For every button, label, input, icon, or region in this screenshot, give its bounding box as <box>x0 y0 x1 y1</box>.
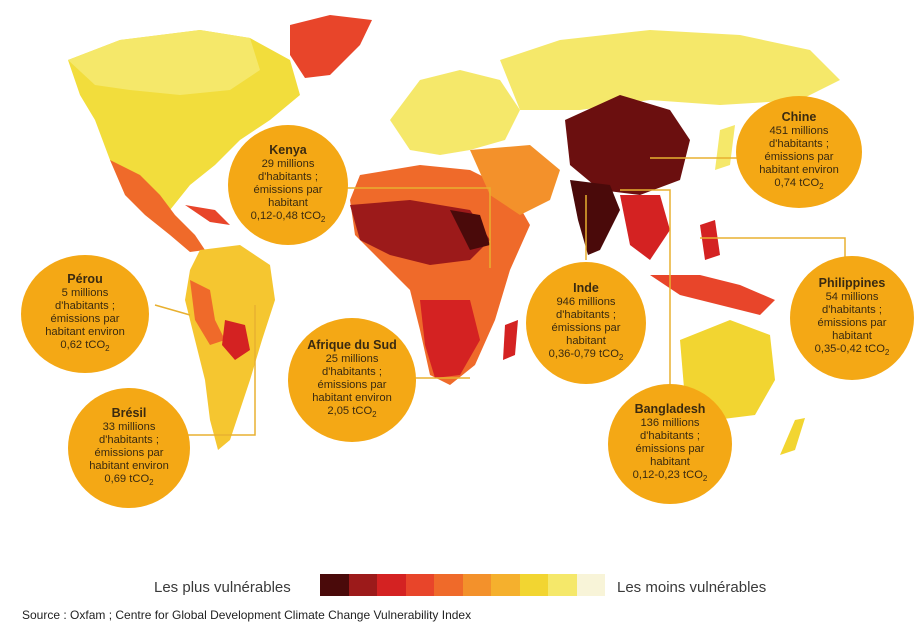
mexico-central-america <box>110 160 205 252</box>
philippines-islands <box>700 220 720 260</box>
callout-inde-line-2: d'habitants ; <box>556 309 616 322</box>
callout-afrique-du-sud-line-1: 25 millions <box>325 353 379 366</box>
callout-chine-line-4: habitant environ <box>759 164 839 177</box>
callout-inde-name: Inde <box>573 281 599 296</box>
russia <box>500 30 840 110</box>
legend-swatch-3 <box>377 574 406 596</box>
callout-philippines: Philippines 54 millions d'habitants ; ém… <box>790 256 914 380</box>
callout-bresil-line-1: 33 millions <box>102 421 156 434</box>
callout-bresil-name: Brésil <box>111 406 147 421</box>
legend-swatch-6 <box>462 574 491 596</box>
callout-kenya-line-3: émissions par <box>253 184 323 197</box>
callout-bresil-line-2: d'habitants ; <box>99 434 159 447</box>
southeast-asia <box>620 195 670 260</box>
callout-afrique-du-sud-co2: 2,05 tCO2 <box>327 405 377 420</box>
callout-philippines-name: Philippines <box>818 276 886 291</box>
callout-bangladesh-name: Bangladesh <box>634 402 706 417</box>
callout-afrique-du-sud-line-3: émissions par <box>317 379 387 392</box>
callout-perou-line-3: émissions par <box>50 313 120 326</box>
callout-bresil: Brésil 33 millions d'habitants ; émissio… <box>68 388 190 508</box>
legend-swatch-1 <box>320 574 349 596</box>
callout-afrique-du-sud-name: Afrique du Sud <box>307 338 397 353</box>
callout-philippines-line-4: habitant <box>832 330 872 343</box>
callout-inde: Inde 946 millions d'habitants ; émission… <box>526 262 646 384</box>
japan <box>715 125 735 170</box>
callout-inde-line-4: habitant <box>566 335 606 348</box>
callout-bangladesh: Bangladesh 136 millions d'habitants ; ém… <box>608 384 732 504</box>
callout-perou-co2: 0,62 tCO2 <box>60 339 110 354</box>
legend-color-scale <box>320 574 605 596</box>
callout-afrique-du-sud-line-4: habitant environ <box>312 392 392 405</box>
callout-kenya-line-2: d'habitants ; <box>258 171 318 184</box>
new-zealand <box>780 418 805 455</box>
legend-least-vulnerable-label: Les moins vulnérables <box>617 579 767 596</box>
callout-bresil-line-4: habitant environ <box>89 460 169 473</box>
legend-swatch-8 <box>519 574 548 596</box>
callout-bangladesh-line-3: émissions par <box>635 443 705 456</box>
callout-inde-line-3: émissions par <box>551 322 621 335</box>
legend-swatch-10 <box>576 574 605 596</box>
callout-chine-line-2: d'habitants ; <box>769 138 829 151</box>
greenland <box>290 15 372 78</box>
callout-inde-line-1: 946 millions <box>556 296 616 309</box>
callout-perou-line-1: 5 millions <box>61 287 109 300</box>
callout-chine: Chine 451 millions d'habitants ; émissio… <box>736 96 862 208</box>
callout-kenya-co2: 0,12-0,48 tCO2 <box>250 210 326 225</box>
legend-swatch-9 <box>548 574 577 596</box>
legend-swatch-7 <box>491 574 520 596</box>
callout-bangladesh-line-1: 136 millions <box>640 417 700 430</box>
callout-inde-co2: 0,36-0,79 tCO2 <box>548 348 624 363</box>
china <box>565 95 690 195</box>
callout-perou-line-2: d'habitants ; <box>55 300 115 313</box>
indonesia <box>650 275 775 315</box>
callout-chine-line-3: émissions par <box>764 151 834 164</box>
callout-chine-line-1: 451 millions <box>769 125 829 138</box>
southern-africa <box>420 300 480 378</box>
legend-swatch-4 <box>405 574 434 596</box>
callout-bresil-co2: 0,69 tCO2 <box>104 473 154 488</box>
callout-bangladesh-line-2: d'habitants ; <box>640 430 700 443</box>
callout-kenya-line-1: 29 millions <box>261 158 315 171</box>
callout-chine-name: Chine <box>781 110 817 125</box>
madagascar <box>503 320 518 360</box>
callout-bresil-line-3: émissions par <box>94 447 164 460</box>
europe <box>390 70 520 155</box>
callout-philippines-line-3: émissions par <box>817 317 887 330</box>
legend-swatch-2 <box>348 574 377 596</box>
callout-bangladesh-line-4: habitant <box>650 456 690 469</box>
legend-swatch-5 <box>434 574 463 596</box>
legend-most-vulnerable-label: Les plus vulnérables <box>154 579 291 596</box>
caribbean <box>185 205 230 225</box>
callout-philippines-line-2: d'habitants ; <box>822 304 882 317</box>
middle-east <box>470 145 560 215</box>
callout-perou-name: Pérou <box>67 272 103 287</box>
callout-kenya: Kenya 29 millions d'habitants ; émission… <box>228 125 348 245</box>
alaska-canada <box>68 30 260 95</box>
callout-philippines-line-1: 54 millions <box>825 291 879 304</box>
callout-kenya-line-4: habitant <box>268 197 308 210</box>
india <box>570 180 620 255</box>
callout-kenya-name: Kenya <box>269 143 307 158</box>
callout-bangladesh-co2: 0,12-0,23 tCO2 <box>632 469 708 484</box>
callout-chine-co2: 0,74 tCO2 <box>774 177 824 192</box>
peru-region <box>190 280 225 345</box>
callout-perou: Pérou 5 millions d'habitants ; émissions… <box>21 255 149 373</box>
callout-perou-line-4: habitant environ <box>45 326 125 339</box>
east-africa <box>450 210 490 250</box>
bolivia-region <box>222 320 250 360</box>
callout-afrique-du-sud: Afrique du Sud 25 millions d'habitants ;… <box>288 318 416 442</box>
callout-philippines-co2: 0,35-0,42 tCO2 <box>814 343 890 358</box>
callout-afrique-du-sud-line-2: d'habitants ; <box>322 366 382 379</box>
source-note: Source : Oxfam ; Centre for Global Devel… <box>22 608 472 622</box>
